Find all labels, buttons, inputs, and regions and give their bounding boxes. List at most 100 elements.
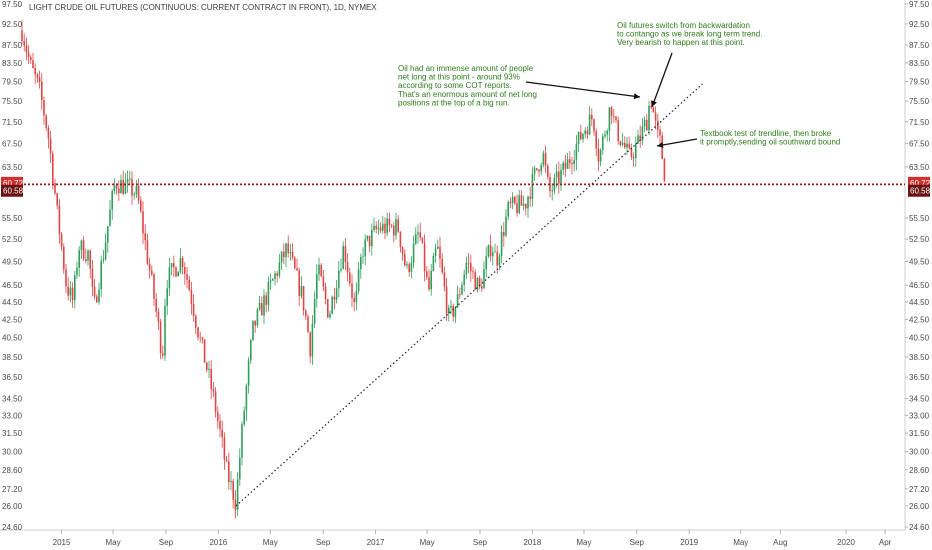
candle: [305, 309, 307, 320]
annotation-a3: Textbook test of trendline, then brokeit…: [656, 129, 840, 148]
y-tick-label-left: 63.50: [2, 163, 23, 172]
y-tick-label-right: 79.50: [909, 78, 930, 87]
candle: [239, 448, 241, 486]
candle: [129, 170, 131, 184]
candle: [166, 280, 168, 316]
candle: [98, 282, 100, 305]
annotation-arrow: [651, 52, 673, 108]
candle: [206, 361, 208, 373]
candle: [615, 115, 617, 123]
candle: [313, 291, 316, 328]
candle: [437, 239, 439, 250]
candle: [483, 261, 485, 289]
price-badge-left-lower: 60.58: [1, 184, 24, 197]
time-axis[interactable]: 2015 May Sep 2016 May Sep 2017 May Sep 2018 May Sep…: [53, 530, 892, 547]
candle: [659, 125, 661, 146]
candle: [606, 128, 608, 142]
y-tick-label-right: 63.50: [909, 163, 930, 172]
candle: [544, 145, 547, 173]
candle: [489, 234, 492, 262]
y-tick-label-left: 49.50: [2, 257, 23, 266]
candle: [89, 249, 91, 279]
annotation-arrow: [656, 138, 698, 147]
candle: [650, 100, 652, 110]
candle: [188, 275, 190, 291]
x-tick-label: Sep: [630, 538, 645, 547]
grid: [0, 0, 906, 531]
candle: [179, 248, 182, 274]
candle: [93, 279, 96, 300]
candle: [78, 246, 80, 277]
candle: [85, 248, 87, 264]
candle: [104, 233, 107, 261]
y-tick-label-right: 36.50: [909, 373, 930, 382]
price-badge-label: 60.72: [3, 179, 24, 188]
candle: [258, 295, 261, 312]
y-tick-label-right: 27.20: [909, 485, 930, 494]
candle: [133, 191, 135, 200]
y-tick-label-left: 46.50: [2, 281, 23, 290]
candle: [256, 307, 259, 328]
candle: [492, 246, 494, 266]
candle: [298, 267, 300, 307]
candle: [113, 178, 116, 194]
candle: [371, 223, 373, 256]
candle: [591, 108, 593, 127]
arrow-head: [657, 142, 664, 148]
y-tick-label-right: 87.50: [909, 41, 930, 50]
candle: [135, 180, 138, 198]
y-tick-label-left: 27.20: [2, 485, 23, 494]
candle: [599, 148, 602, 167]
candle: [542, 150, 545, 168]
y-tick-label-left: 30.00: [2, 448, 23, 457]
candle: [342, 241, 344, 270]
candle: [27, 45, 30, 65]
x-tick-label: Aug: [773, 538, 787, 547]
candle: [641, 117, 644, 146]
candle: [173, 255, 175, 278]
right-price-axis[interactable]: 24.60 26.00 27.20 28.60 30.00 31.50 33.00 34.50…: [905, 0, 930, 532]
candle: [276, 270, 278, 283]
candle: [463, 269, 465, 292]
x-tick-label: 2017: [367, 538, 385, 547]
candle: [25, 37, 28, 61]
y-tick-label-left: 28.60: [2, 466, 23, 475]
candle: [434, 243, 437, 263]
candle: [144, 224, 146, 251]
y-tick-label-right: 67.50: [909, 140, 930, 149]
left-price-axis[interactable]: 24.60 26.00 27.20 28.60 30.00 31.50 33.00 34.50…: [2, 0, 23, 532]
candle: [80, 239, 83, 260]
candle: [122, 170, 124, 196]
candle: [595, 128, 597, 156]
candle: [203, 339, 206, 363]
x-tick-label: Sep: [316, 538, 331, 547]
annotation-line: Oil futures switch from backwardation: [617, 21, 750, 30]
candle: [34, 63, 36, 85]
candle: [357, 262, 360, 295]
candle: [346, 253, 349, 282]
candle: [164, 298, 166, 362]
candle: [564, 154, 567, 177]
candle: [454, 306, 457, 324]
annotation-line: Very bearish to happen at this point.: [617, 38, 745, 47]
candle: [635, 136, 637, 168]
candle: [602, 133, 604, 155]
candle: [126, 170, 129, 193]
annotation-line: net long at this point - around 93%: [398, 73, 520, 82]
candle: [560, 164, 562, 191]
candle: [408, 262, 410, 277]
y-tick-label-right: 44.50: [909, 298, 930, 307]
candle: [617, 116, 619, 145]
candle: [221, 420, 223, 448]
candle: [643, 116, 646, 133]
candle: [459, 287, 461, 300]
candle: [118, 180, 120, 201]
candle: [217, 406, 219, 429]
candle: [522, 195, 525, 211]
x-tick-label: 2020: [837, 538, 855, 547]
candle: [155, 293, 157, 318]
candle: [69, 280, 72, 303]
y-tick-label-left: 36.50: [2, 373, 23, 382]
candle: [395, 212, 397, 240]
